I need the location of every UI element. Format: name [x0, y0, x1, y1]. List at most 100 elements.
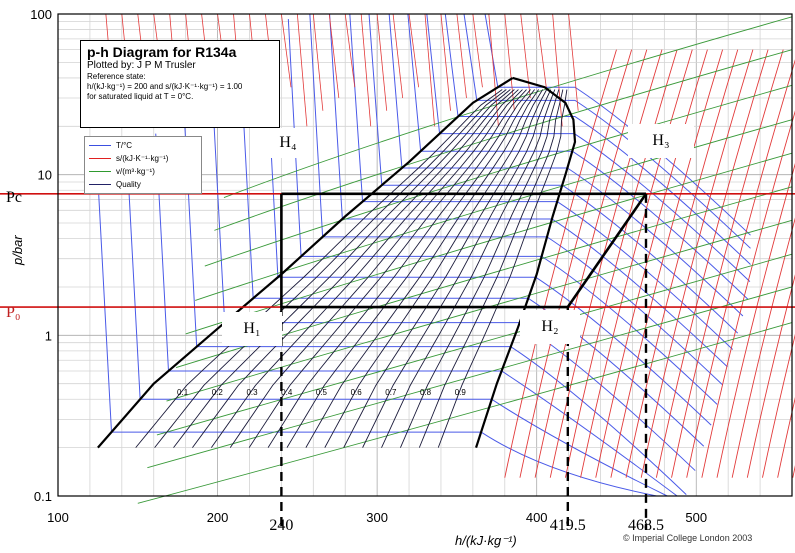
saturated-liquid-line [97, 77, 514, 449]
isotherm-line [388, 13, 744, 317]
pressure-line-label-1: P₀ [6, 304, 20, 321]
isentrope-line [440, 13, 451, 111]
legend-swatch-quality [89, 184, 111, 185]
isochore-line [204, 84, 793, 267]
isentrope-line [472, 13, 483, 88]
quality-line [305, 89, 540, 448]
isotherm-line [329, 13, 728, 368]
isotherm-line [126, 161, 668, 497]
compression-line [566, 193, 648, 308]
enthalpy-marker-label: 419.5 [550, 517, 586, 534]
isentrope-line [564, 49, 678, 478]
isentrope-line [610, 49, 724, 478]
x-tick-label: 400 [526, 510, 548, 525]
legend-entry-volume: v/(m³·kg⁻¹) [89, 165, 197, 178]
chart-title: p-h Diagram for R134a [87, 44, 237, 60]
isentrope-line [671, 49, 784, 478]
isotherm-line [239, 60, 705, 447]
state-label-h2: H₂ [520, 310, 580, 344]
reference-state-line2: for saturated liquid at T = 0°C. [87, 92, 194, 101]
chart-info-box: p-h Diagram for R134a Plotted by: J P M … [80, 40, 280, 128]
saturated-vapor-line [475, 76, 577, 448]
isentrope-line [746, 274, 795, 478]
isentrope-line [534, 49, 648, 478]
plot-frame [57, 13, 793, 497]
quality-line [135, 89, 503, 448]
isentrope-line [376, 13, 388, 111]
enthalpy-marker-label: 468.5 [628, 517, 664, 534]
isotherm-line [444, 13, 751, 265]
x-tick-label: 100 [47, 510, 69, 525]
quality-label: 0.5 [316, 388, 328, 397]
quality-line [210, 89, 519, 448]
legend-entry-entropy: s/(kJ·K⁻¹·kg⁻¹) [89, 152, 197, 165]
quality-line [324, 89, 544, 448]
isochore-line [185, 152, 793, 335]
state-label-h1: H₁ [222, 312, 282, 346]
quality-line [286, 89, 535, 448]
quality-label: 0.2 [212, 388, 224, 397]
isentrope-line [595, 49, 708, 478]
x-tick-label: 500 [685, 510, 707, 525]
isentrope-line [536, 13, 547, 88]
isentrope-line [519, 49, 633, 478]
x-tick-label: 300 [366, 510, 388, 525]
quality-label: 0.1 [177, 388, 189, 397]
quality-line [418, 89, 564, 448]
saturation-dome [97, 76, 577, 449]
legend-swatch-temperature [89, 145, 111, 146]
isotherm-line [426, 13, 751, 282]
quality-label: 0.7 [385, 388, 397, 397]
isotherm-line [309, 13, 723, 386]
isotherm-line [155, 133, 678, 497]
quality-line [267, 89, 531, 448]
axes: 100 200 300 400 500 0.1 1 10 100 [30, 7, 707, 525]
isentrope-line [568, 13, 579, 111]
reference-state-line1: h/(kJ·kg⁻¹) = 200 and s/(kJ·K⁻¹·kg⁻¹) = … [87, 82, 243, 91]
isentrope-line [456, 13, 467, 99]
legend-entry-quality: Quality [89, 178, 197, 191]
copyright-notice: © Imperial College London 2003 [623, 533, 753, 543]
legend-swatch-volume [89, 171, 111, 172]
isentrope-line [777, 397, 795, 478]
quality-line [381, 89, 556, 448]
quality-line [343, 89, 548, 448]
reference-state-label: Reference state: [87, 72, 146, 81]
quality-line [229, 89, 523, 448]
quality-label: 0.8 [420, 388, 432, 397]
isentrope-line [716, 163, 795, 478]
quality-line [248, 89, 527, 448]
isochore-line [223, 16, 793, 199]
quality-line [192, 89, 515, 448]
y-axis-label: p/bar [10, 235, 25, 266]
quality-line [400, 89, 560, 448]
isentrope-line [504, 49, 617, 478]
isochore-line [166, 219, 793, 402]
property-lines: 0.1 0.2 0.3 0.4 0.5 0.6 0.7 0.8 0.9 [98, 13, 795, 504]
isotherm-line [407, 13, 749, 300]
legend-label-volume: v/(m³·kg⁻¹) [116, 167, 155, 176]
quality-label: 0.9 [455, 388, 467, 397]
isentrope-line [408, 13, 420, 88]
isentrope-line [296, 13, 308, 127]
pressure-line-label-0: Pc [6, 189, 22, 206]
isentrope-line [392, 13, 404, 99]
isochore-line [156, 253, 793, 436]
isentrope-line [731, 217, 795, 478]
quality-label: 0.6 [351, 388, 363, 397]
legend-label-entropy: s/(kJ·K⁻¹·kg⁻¹) [116, 154, 169, 163]
y-tick-label: 0.1 [34, 489, 52, 504]
quality-line [362, 89, 552, 448]
isentrope-line [580, 49, 693, 478]
isotherm-line [349, 13, 734, 350]
isentrope-line [520, 13, 531, 99]
isentrope-line [640, 49, 754, 478]
isochore-line [214, 49, 793, 231]
isentrope-line [488, 13, 499, 127]
state-label-h4: H₄ [268, 128, 308, 158]
isentrope-line [424, 13, 435, 127]
isentrope-line [360, 13, 372, 127]
state-label-h3: H₃ [628, 124, 694, 158]
quality-line [154, 89, 507, 448]
